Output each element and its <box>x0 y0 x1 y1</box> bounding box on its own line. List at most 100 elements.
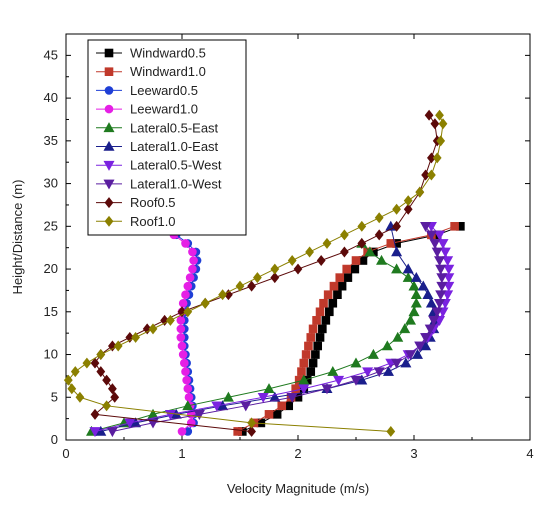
data-point <box>415 186 425 198</box>
data-point <box>247 280 256 292</box>
data-point <box>272 410 282 419</box>
y-tick-label: 5 <box>51 389 58 404</box>
y-tick-label: 35 <box>44 133 58 148</box>
data-point <box>435 290 447 301</box>
data-point <box>176 333 186 342</box>
data-point <box>186 418 196 428</box>
data-point <box>424 324 436 335</box>
data-point <box>410 271 422 282</box>
data-point <box>411 348 423 359</box>
data-point <box>438 118 448 130</box>
data-point <box>286 392 298 403</box>
data-point <box>299 358 309 368</box>
data-point <box>297 367 306 376</box>
data-point <box>403 195 413 207</box>
data-point <box>420 222 432 232</box>
legend-label: Roof0.5 <box>130 195 176 210</box>
data-point <box>392 331 404 342</box>
data-point <box>405 314 417 325</box>
data-point <box>270 272 280 284</box>
data-point <box>439 247 451 258</box>
y-tick-label: 40 <box>44 90 58 105</box>
data-point <box>327 366 339 376</box>
data-point <box>166 314 175 326</box>
data-point <box>90 357 100 369</box>
data-point <box>432 152 442 164</box>
data-point <box>402 271 414 282</box>
data-point <box>313 341 323 351</box>
data-point <box>257 392 269 403</box>
data-point <box>304 341 313 351</box>
data-point <box>434 230 446 241</box>
legend-label: Lateral1.0-West <box>130 176 222 191</box>
series-Windward0.5 <box>238 222 465 436</box>
data-point <box>357 220 367 232</box>
data-point <box>391 263 403 274</box>
legend-item: Lateral0.5-East <box>96 120 219 135</box>
data-point <box>148 323 158 335</box>
data-point <box>181 367 190 376</box>
data-point <box>160 314 169 326</box>
series-line <box>91 243 417 432</box>
data-point <box>391 246 403 257</box>
data-point <box>392 220 401 232</box>
legend-label: Lateral0.5-West <box>130 158 222 173</box>
x-tick-label: 4 <box>526 446 533 461</box>
data-point <box>400 357 412 368</box>
data-point <box>240 401 252 412</box>
data-point <box>188 247 197 257</box>
data-point <box>364 246 376 257</box>
legend-label: Leeward0.5 <box>130 83 198 98</box>
data-point <box>373 367 385 378</box>
legend-marker <box>104 215 114 227</box>
legend-marker <box>103 179 115 190</box>
data-point <box>329 281 339 291</box>
data-point <box>434 256 446 267</box>
data-point <box>403 203 413 215</box>
data-point <box>183 281 193 291</box>
data-point <box>298 384 310 395</box>
legend-marker <box>103 160 115 171</box>
data-point <box>315 307 325 317</box>
legend-marker <box>103 122 115 133</box>
data-point <box>75 391 85 403</box>
data-point <box>306 367 316 376</box>
data-point <box>410 289 422 299</box>
data-point <box>399 323 411 334</box>
data-point <box>82 357 92 369</box>
data-point <box>318 324 327 334</box>
data-point <box>287 255 297 266</box>
y-tick-label: 25 <box>44 218 58 233</box>
data-point <box>277 401 287 411</box>
data-point <box>176 324 186 334</box>
data-point <box>113 340 123 352</box>
data-point <box>96 366 106 378</box>
data-point <box>362 367 374 378</box>
data-point <box>429 239 441 250</box>
data-point <box>301 350 311 359</box>
data-point <box>442 256 454 267</box>
data-point <box>430 118 440 130</box>
legend-label: Windward0.5 <box>130 46 206 61</box>
legend-label: Lateral0.5-East <box>130 120 219 135</box>
data-point <box>184 392 194 402</box>
data-point <box>125 331 135 343</box>
data-point <box>357 237 367 249</box>
legend-item: Roof0.5 <box>96 195 176 210</box>
data-point <box>392 203 401 215</box>
data-point <box>321 316 331 325</box>
data-point <box>67 383 77 395</box>
data-point <box>425 230 437 241</box>
data-point <box>90 408 100 420</box>
data-point <box>382 366 394 376</box>
data-point <box>402 263 414 274</box>
y-tick-label: 10 <box>44 347 58 362</box>
legend: Windward0.5 Windward1.0 Leeward0.5 Leeward1… <box>87 39 247 236</box>
legend-label: Roof1.0 <box>130 214 176 229</box>
data-point <box>422 289 434 299</box>
data-point <box>325 307 334 317</box>
data-point <box>131 331 140 343</box>
legend-item: Lateral1.0-West <box>96 176 222 191</box>
data-point <box>374 212 384 224</box>
